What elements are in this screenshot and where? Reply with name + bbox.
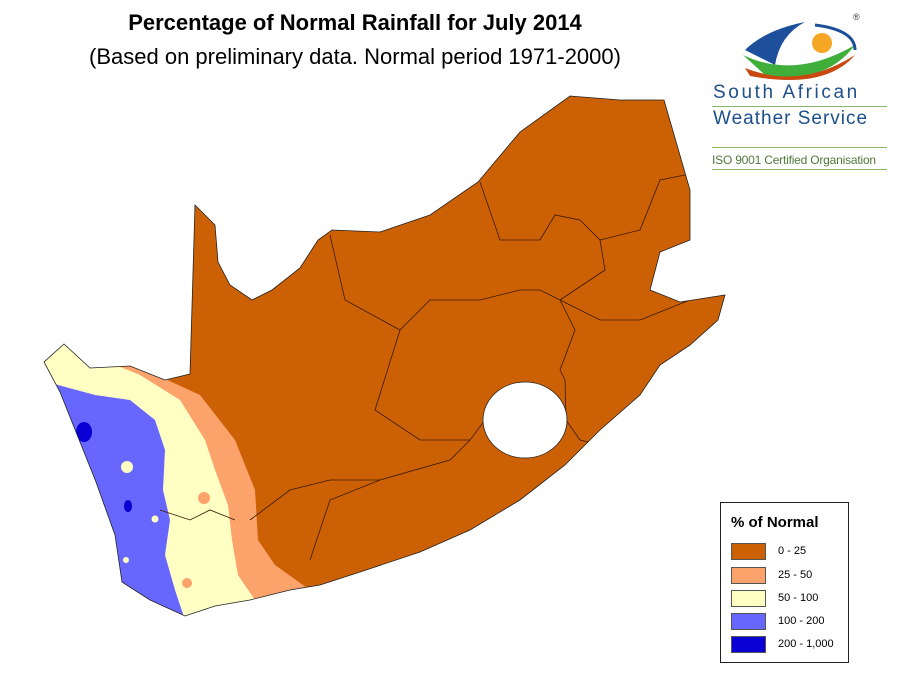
map-title: Percentage of Normal Rainfall for July 2… [128, 10, 582, 35]
legend-swatch [731, 589, 766, 607]
legend: % of Normal 0 - 25 25 - 50 50 - 100 100 … [720, 502, 849, 663]
logo-line1: South African [713, 82, 860, 103]
legend-item: 200 - 1,000 [731, 635, 834, 653]
zone-200-1000 [124, 500, 132, 512]
legend-swatch [731, 542, 766, 560]
legend-label: 0 - 25 [778, 545, 807, 557]
map-subtitle: (Based on preliminary data. Normal perio… [89, 44, 621, 69]
legend-item: 50 - 100 [731, 589, 819, 607]
zone-200-1000 [76, 422, 92, 442]
spot-25-50 [198, 492, 210, 504]
legend-item: 100 - 200 [731, 612, 825, 630]
logo-divider [712, 147, 887, 148]
legend-label: 25 - 50 [778, 569, 813, 581]
legend-swatch [731, 566, 766, 584]
logo-divider [712, 169, 887, 170]
legend-item: 25 - 50 [731, 566, 813, 584]
saws-logo: ® South African Weather Service ISO 9001… [705, 10, 890, 175]
spot-50-100 [123, 557, 129, 563]
logo-line2: Weather Service [713, 108, 869, 129]
registered-mark: ® [853, 12, 860, 22]
spot-50-100 [151, 515, 159, 523]
logo-divider [712, 106, 887, 107]
spot-50-100 [121, 461, 133, 473]
province-borders [159, 174, 691, 561]
legend-swatch [731, 612, 766, 630]
legend-label: 100 - 200 [778, 615, 825, 627]
legend-label: 50 - 100 [778, 592, 819, 604]
legend-label: 200 - 1,000 [778, 638, 834, 650]
logo-swoosh-icon [743, 22, 857, 80]
legend-swatch [731, 635, 766, 653]
logo-tagline: ISO 9001 Certified Organisation [712, 153, 876, 167]
legend-item: 0 - 25 [731, 542, 807, 560]
spot-25-50 [182, 578, 192, 588]
lesotho [482, 381, 568, 459]
legend-title: % of Normal [731, 514, 819, 531]
